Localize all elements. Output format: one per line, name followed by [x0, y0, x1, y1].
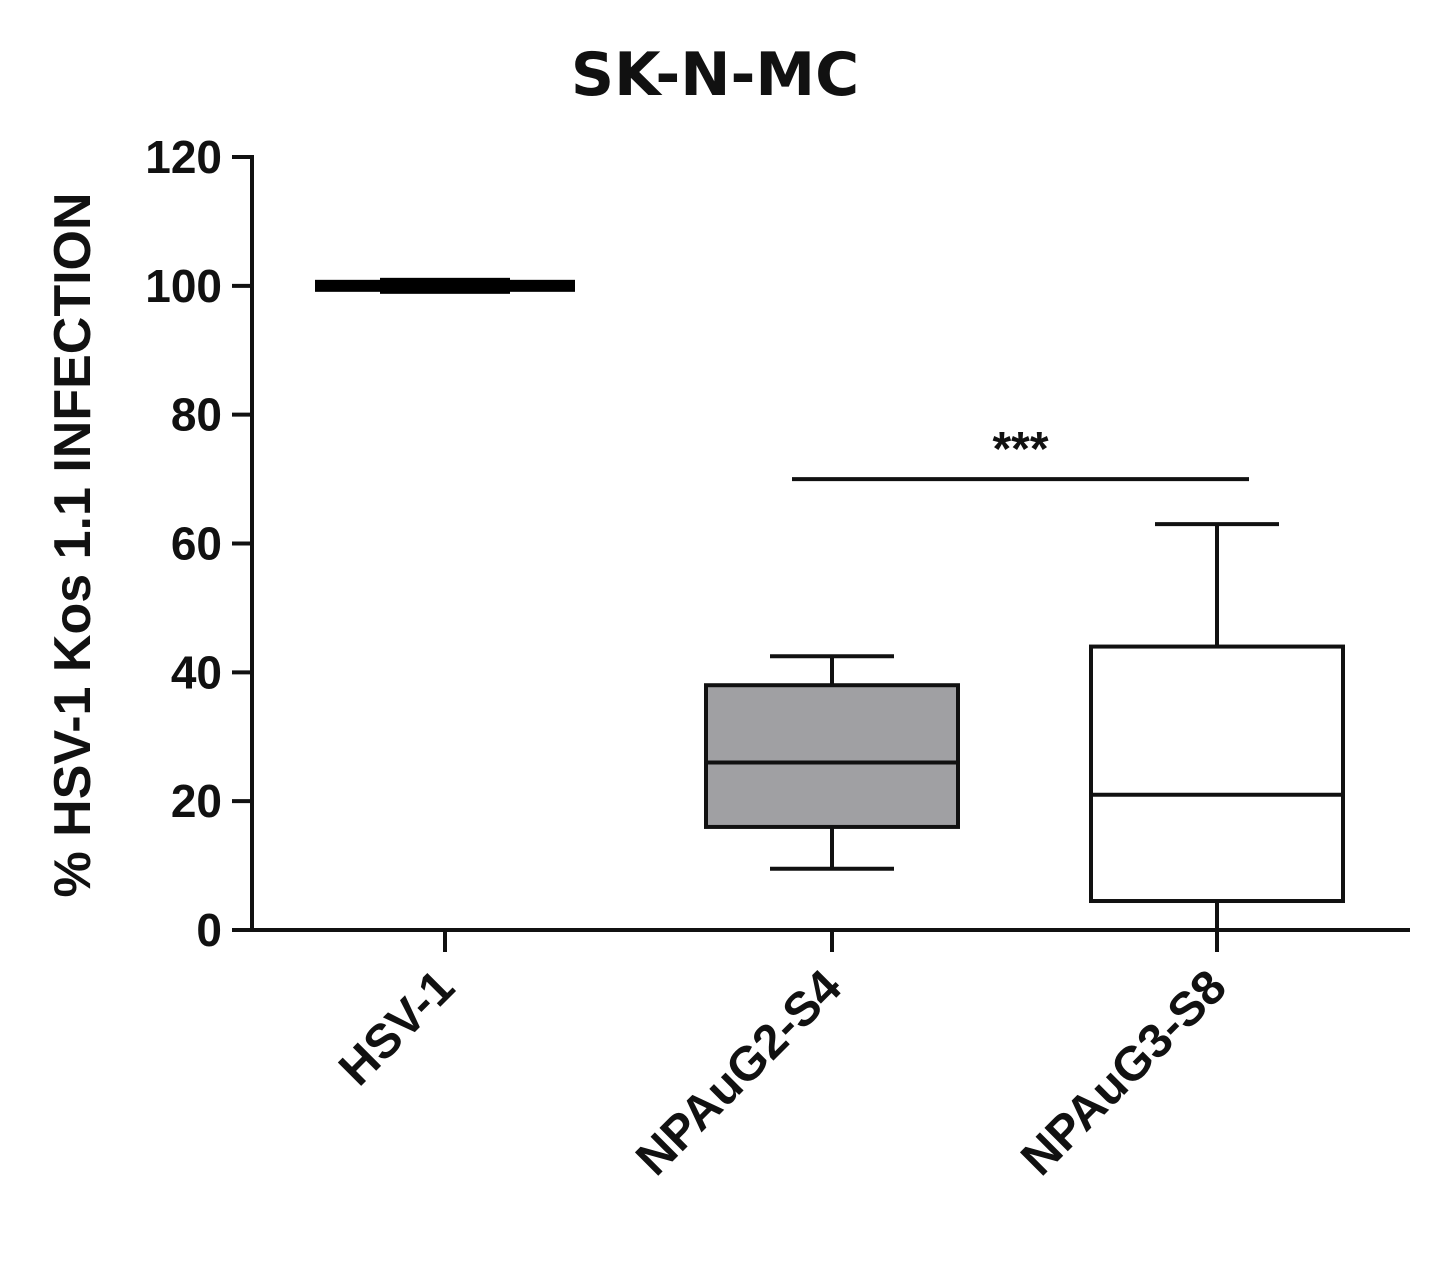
significance-annotation: *** [792, 423, 1249, 482]
x-tick-label: HSV-1 [329, 960, 465, 1096]
y-tick-label: 80 [171, 389, 222, 441]
box-body [704, 683, 960, 829]
y-tick-label: 20 [171, 775, 222, 827]
y-tick-label: 40 [171, 646, 222, 698]
y-axis-ticks: 0 20 40 60 80 100 120 [145, 131, 252, 956]
box-hsv-1 [315, 277, 575, 294]
chart-title: SK-N-MC [571, 40, 859, 110]
box-median [380, 277, 510, 294]
y-tick-label: 0 [196, 904, 222, 956]
x-axis-ticks: HSV-1 NPAuG2-S4 NPAuG3-S8 [329, 930, 1237, 1186]
x-tick-label: NPAuG2-S4 [626, 960, 852, 1186]
y-tick-label: 100 [145, 260, 222, 312]
y-tick-label: 60 [171, 518, 222, 570]
box-npaug2-s4 [704, 654, 960, 871]
box-npaug3-s8 [1089, 522, 1345, 930]
x-tick-label: NPAuG3-S8 [1011, 960, 1236, 1185]
y-tick-label: 120 [145, 131, 222, 183]
significance-label: *** [992, 423, 1048, 476]
y-axis-label: % HSV-1 Kos 1.1 INFECTION [44, 192, 102, 897]
box-series [315, 277, 1345, 930]
box-body [1089, 644, 1345, 904]
